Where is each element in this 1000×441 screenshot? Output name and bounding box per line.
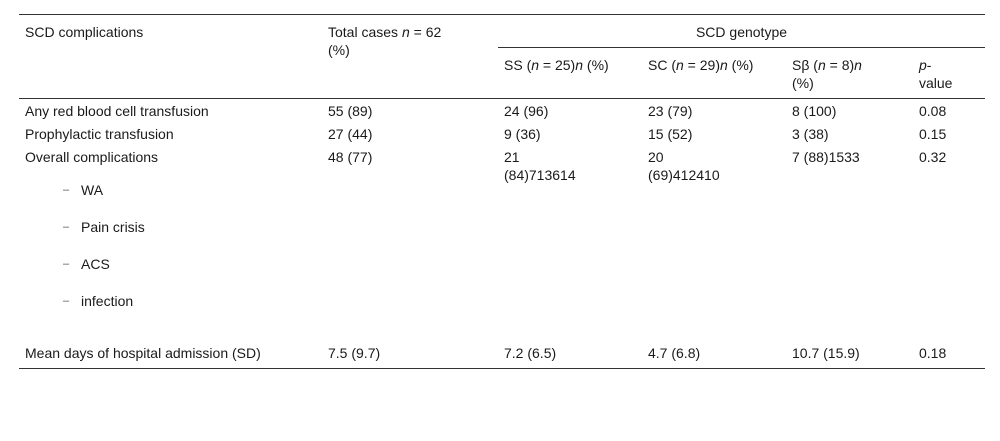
header-scd-complications: SCD complications — [19, 14, 322, 98]
header-scd-genotype: SCD genotype — [498, 14, 985, 48]
header-total-cases: Total cases n = 62 (%) — [322, 14, 498, 98]
cell-p: 0.08 — [919, 103, 947, 119]
spacer-row — [19, 322, 985, 340]
row-label-with-subitems: Overall complications – WA – Pain crisis –… — [19, 145, 322, 322]
cell-p: 0.15 — [919, 126, 947, 142]
cell-sb: 10.7 (15.9) — [786, 340, 913, 369]
list-item: – Pain crisis — [25, 209, 316, 246]
cell-total: 55 (89) — [328, 103, 373, 119]
list-item: – infection — [25, 283, 316, 320]
dash-bullet: – — [63, 221, 70, 233]
complication-sublist: – WA – Pain crisis – ACS – infection — [25, 172, 316, 320]
dash-bullet: – — [63, 295, 70, 307]
header-row-1: SCD complications Total cases n = 62 (%) … — [19, 14, 985, 98]
header-row-2: SS (n = 25)n (%) SC (n = 29)n (%) Sβ (n … — [19, 48, 985, 99]
cell-sb: 3 (38) — [792, 126, 829, 142]
dash-bullet: – — [63, 258, 70, 270]
row-label: Mean days of hospital admission (SD) — [19, 340, 322, 369]
table-row: Overall complications – WA – Pain crisis –… — [19, 145, 985, 322]
cell-p: 0.32 — [919, 149, 947, 165]
cell-sc: 20 (69)412410 — [648, 149, 720, 183]
cell-sb: 7 (88)1533 — [792, 149, 860, 165]
row-label: Any red blood cell transfusion — [25, 103, 209, 119]
dash-bullet: – — [63, 184, 70, 196]
header-ss: SS (n = 25)n (%) — [504, 57, 609, 73]
cell-ss: 21 (84)713614 — [504, 149, 576, 183]
header-sc: SC (n = 29)n (%) — [648, 57, 754, 73]
cell-total: 7.5 (9.7) — [322, 340, 498, 369]
cell-sc: 23 (79) — [648, 103, 693, 119]
header-divider — [19, 98, 985, 99]
complications-table: SCD complications Total cases n = 62 (%) … — [19, 14, 985, 369]
header-sb: Sβ (n = 8)n (%) — [792, 57, 862, 91]
cell-ss: 9 (36) — [504, 126, 541, 142]
table-row: Any red blood cell transfusion 55 (89) 2… — [19, 99, 985, 123]
cell-sc: 4.7 (6.8) — [642, 340, 786, 369]
cell-total: 48 (77) — [328, 149, 373, 165]
cell-ss: 24 (96) — [504, 103, 549, 119]
cell-total: 27 (44) — [328, 126, 373, 142]
cell-p: 0.18 — [913, 340, 985, 369]
table-row: Mean days of hospital admission (SD) 7.5… — [19, 340, 985, 369]
row-label: Prophylactic transfusion — [25, 126, 174, 142]
list-item: – ACS — [25, 246, 316, 283]
table-row: Prophylactic transfusion 27 (44) 9 (36) … — [19, 122, 985, 145]
cell-sc: 15 (52) — [648, 126, 693, 142]
cell-ss: 7.2 (6.5) — [498, 340, 642, 369]
list-item: – WA — [25, 172, 316, 209]
cell-sb: 8 (100) — [792, 103, 837, 119]
header-p-value: p-value — [919, 57, 953, 91]
row-label: Overall complications — [25, 149, 159, 165]
